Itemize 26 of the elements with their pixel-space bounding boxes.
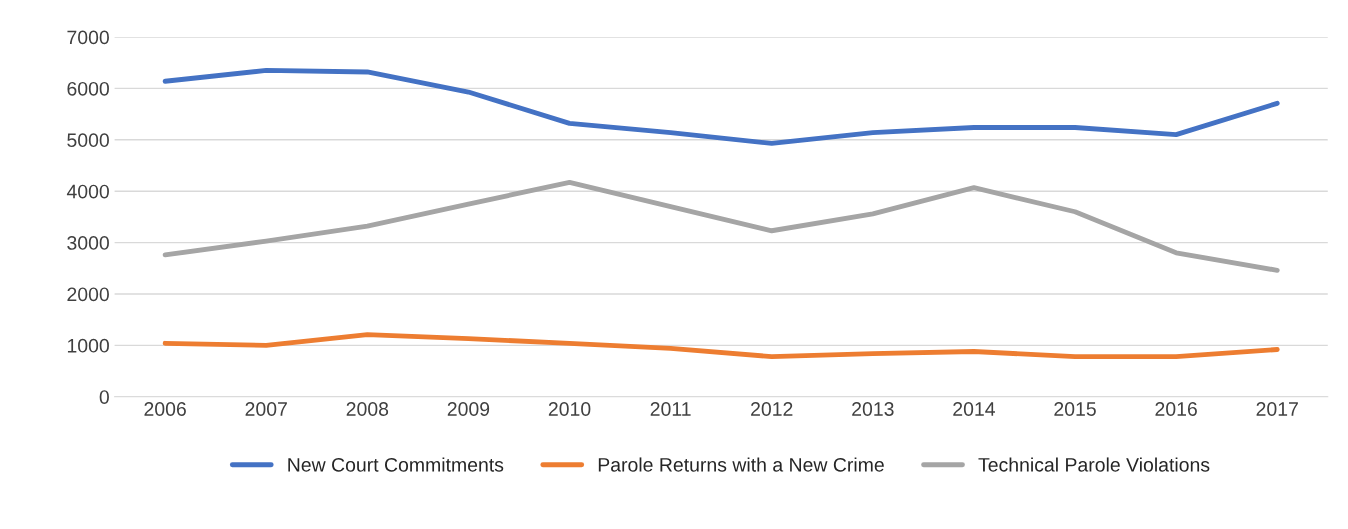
legend-label: New Court Commitments (288, 457, 504, 472)
x-tick-label: 2014 (953, 402, 995, 416)
y-tick-label: 0 (99, 390, 109, 404)
y-tick-label: 2000 (67, 287, 109, 302)
y-tick-label: 4000 (66, 184, 109, 199)
y-tick-label: 7000 (67, 30, 109, 45)
x-tick-label: 2010 (548, 402, 591, 416)
x-tick-label: 2013 (852, 402, 894, 416)
line-series (162, 332, 1280, 360)
y-tick-label: 6000 (67, 81, 109, 96)
legend-label: Technical Parole Violations (978, 457, 1210, 472)
x-tick-label: 2009 (447, 402, 490, 416)
x-tick-label: 2015 (1054, 402, 1096, 416)
y-tick-label: 1000 (67, 338, 109, 353)
line-series (162, 180, 1280, 273)
x-tick-label: 2017 (1256, 402, 1298, 416)
x-tick-label: 2008 (346, 402, 389, 416)
legend-label: Parole Returns with a New Crime (598, 457, 884, 472)
x-tick-label: 2016 (1155, 402, 1197, 416)
x-tick-label: 2011 (650, 402, 691, 416)
x-tick-label: 2007 (245, 402, 287, 416)
x-tick-label: 2012 (751, 402, 793, 416)
x-tick-label: 2006 (144, 402, 186, 416)
y-tick-label: 3000 (67, 236, 109, 250)
line-series (162, 68, 1280, 146)
y-tick-label: 5000 (67, 133, 109, 148)
